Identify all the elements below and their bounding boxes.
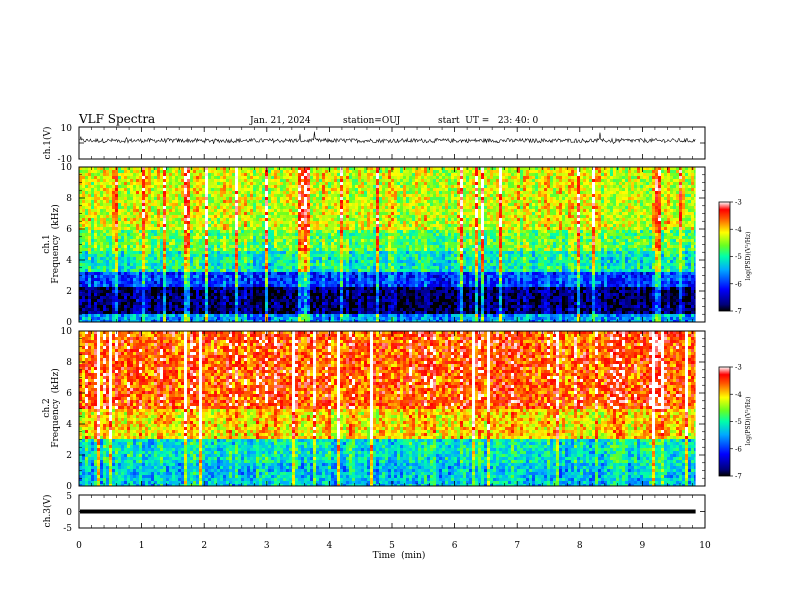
time-axis: 0 1 2 3 4 5 6 7 8 9 10 — [76, 541, 711, 551]
time-tick-label: 2 — [201, 541, 207, 551]
ch1-spectrogram-panel: 0 2 4 6 8 10 ch.1 Frequency (kHz) — [42, 163, 706, 328]
ch2-colorbar-scale — [718, 366, 731, 477]
colorbar-tick-label: -4 — [735, 226, 742, 234]
time-tick-label: 7 — [514, 541, 520, 551]
ch1-colorbar: -3 -4 -5 -6 -7 log(PSD)(V²/Hz) — [718, 199, 752, 316]
frequency-tick-label: 6 — [66, 389, 72, 399]
ch2-colorbar-ticks: -3 -4 -5 -6 -7 — [730, 364, 742, 481]
colorbar-tick-label: -7 — [735, 308, 742, 316]
ch1-waveform-ylabel: ch.1(V) — [42, 127, 53, 160]
colorbar-tick-label: -7 — [735, 473, 742, 481]
ch3-waveform-panel: 5 0 -5 ch.3(V) — [42, 492, 706, 534]
ch1-spectrogram-ticks — [78, 166, 706, 323]
frequency-tick-label: 4 — [66, 256, 72, 266]
time-tick-label: 9 — [640, 541, 646, 551]
ch1-colorbar-scale — [718, 201, 731, 312]
time-tick-label: 3 — [264, 541, 270, 551]
time-tick-label: 0 — [76, 541, 82, 551]
ch1-ylabel-frequency: Frequency (kHz) — [50, 204, 61, 283]
ch2-spectrogram-image — [79, 331, 696, 486]
colorbar-tick-label: -3 — [735, 199, 742, 207]
frequency-tick-label: 10 — [61, 327, 73, 337]
ch2-colorbar-label: log(PSD)(V²/Hz) — [745, 397, 752, 446]
frequency-tick-label: 0 — [66, 482, 72, 492]
ch3-waveform-ylabel: ch.3(V) — [42, 495, 53, 528]
frequency-tick-label: 0 — [66, 318, 72, 328]
time-axis-label: Time (min) — [373, 550, 426, 561]
colorbar-tick-label: -6 — [735, 445, 742, 453]
time-tick-label: 8 — [577, 541, 583, 551]
time-tick-label: 1 — [139, 541, 145, 551]
ch3-ytick-top: 5 — [66, 492, 72, 502]
ch1-waveform-panel: 10 -10 ch.1(V) — [42, 124, 706, 165]
frequency-tick-label: 8 — [66, 194, 72, 204]
figure-title: VLF Spectra — [78, 112, 155, 126]
ch3-ytick-mid: 0 — [66, 508, 72, 518]
ch2-frequency-tick-labels: 0 2 4 6 8 10 — [61, 327, 73, 492]
ch2-spectrogram-ticks — [78, 330, 706, 487]
ch2-ylabel-frequency: Frequency (kHz) — [50, 368, 61, 447]
ch3-ticks — [78, 494, 706, 529]
frequency-tick-label: 4 — [66, 420, 72, 430]
frequency-tick-label: 6 — [66, 225, 72, 235]
ch2-colorbar: -3 -4 -5 -6 -7 log(PSD)(V²/Hz) — [718, 364, 752, 481]
date-label: Jan. 21, 2024 — [249, 116, 311, 126]
ch1-colorbar-label: log(PSD)(V²/Hz) — [745, 232, 752, 281]
ch2-spectrogram-panel: 0 2 4 6 8 10 ch.2 Frequency (kHz) — [42, 327, 706, 492]
ch3-ytick-bottom: -5 — [63, 524, 72, 534]
ch1-waveform-trace — [79, 131, 696, 145]
frequency-tick-label: 2 — [66, 451, 72, 461]
ch1-spectrogram-image — [79, 167, 696, 322]
time-tick-label: 4 — [327, 541, 333, 551]
colorbar-tick-label: -3 — [735, 364, 742, 372]
colorbar-tick-label: -5 — [735, 418, 742, 426]
colorbar-tick-label: -5 — [735, 253, 742, 261]
ch1-frequency-tick-labels: 0 2 4 6 8 10 — [61, 163, 73, 328]
colorbar-tick-label: -4 — [735, 391, 742, 399]
frequency-tick-label: 10 — [61, 163, 73, 173]
ch2-ylabel-channel: ch.2 — [42, 398, 52, 417]
frequency-tick-label: 8 — [66, 358, 72, 368]
ch1-ylabel-channel: ch.1 — [42, 234, 52, 253]
start-time-label: start UT = 23: 40: 0 — [438, 116, 539, 126]
time-tick-label: 5 — [389, 541, 395, 551]
ch1-y-ticks — [78, 126, 706, 160]
time-tick-label: 6 — [452, 541, 458, 551]
ch1-colorbar-ticks: -3 -4 -5 -6 -7 — [730, 199, 742, 316]
time-tick-label: 10 — [699, 541, 711, 551]
frequency-tick-label: 2 — [66, 287, 72, 297]
ch1-ytick-bottom: -10 — [58, 155, 73, 165]
colorbar-tick-label: -6 — [735, 280, 742, 288]
station-label: station=OUJ — [343, 116, 401, 126]
ch1-ytick-top: 10 — [61, 124, 73, 134]
